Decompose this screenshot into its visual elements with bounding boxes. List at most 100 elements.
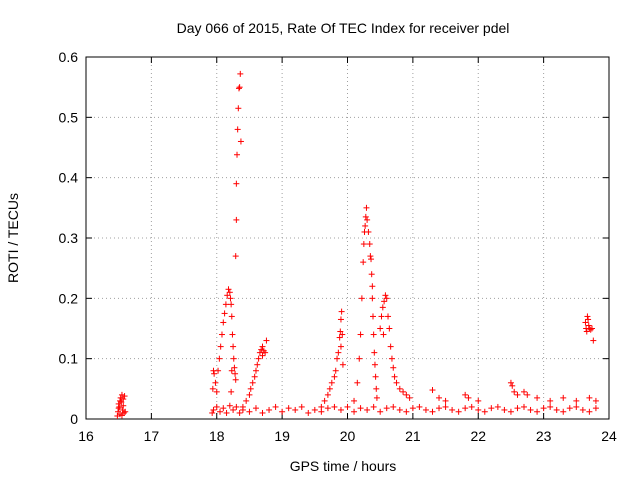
data-point bbox=[382, 292, 389, 299]
x-axis-title: GPS time / hours bbox=[290, 458, 397, 474]
scatter-points bbox=[114, 70, 599, 419]
data-point bbox=[233, 180, 240, 187]
data-point bbox=[582, 319, 589, 326]
data-point bbox=[259, 409, 266, 416]
x-tick-label: 24 bbox=[601, 428, 617, 444]
data-point bbox=[223, 409, 230, 416]
data-point bbox=[585, 322, 592, 329]
data-point bbox=[366, 241, 373, 248]
data-point bbox=[371, 361, 378, 368]
data-point bbox=[335, 349, 342, 356]
data-point bbox=[390, 403, 397, 410]
data-point bbox=[524, 391, 531, 398]
data-point bbox=[116, 403, 123, 410]
data-point bbox=[231, 364, 238, 371]
data-point bbox=[534, 394, 541, 401]
data-point bbox=[235, 85, 242, 92]
data-point bbox=[380, 331, 387, 338]
data-point bbox=[318, 408, 325, 415]
data-point bbox=[229, 331, 236, 338]
data-point bbox=[217, 408, 224, 415]
data-point bbox=[226, 402, 233, 409]
data-point bbox=[468, 403, 475, 410]
data-point bbox=[236, 84, 243, 91]
data-point bbox=[118, 391, 125, 398]
data-point bbox=[534, 408, 541, 415]
data-point bbox=[514, 391, 521, 398]
data-point bbox=[258, 346, 265, 353]
x-tick-label: 22 bbox=[470, 428, 486, 444]
data-point bbox=[232, 370, 239, 377]
data-point bbox=[254, 361, 261, 368]
data-point bbox=[326, 385, 333, 392]
data-point bbox=[363, 204, 370, 211]
data-point bbox=[390, 364, 397, 371]
data-point bbox=[371, 349, 378, 356]
data-point bbox=[527, 406, 534, 413]
x-tick-label: 19 bbox=[274, 428, 290, 444]
data-point bbox=[259, 352, 266, 359]
data-point bbox=[368, 271, 375, 278]
data-point bbox=[488, 405, 495, 412]
data-point bbox=[357, 405, 364, 412]
data-point bbox=[442, 403, 449, 410]
data-point bbox=[263, 337, 270, 344]
data-point bbox=[118, 399, 125, 406]
data-point bbox=[377, 325, 384, 332]
data-point bbox=[234, 126, 241, 133]
data-point bbox=[357, 331, 364, 338]
data-point bbox=[372, 373, 379, 380]
data-point bbox=[211, 370, 218, 377]
data-point bbox=[332, 367, 339, 374]
data-point bbox=[285, 405, 292, 412]
data-point bbox=[560, 408, 567, 415]
x-tick-label: 21 bbox=[405, 428, 421, 444]
data-point bbox=[367, 253, 374, 260]
data-point bbox=[475, 406, 482, 413]
data-point bbox=[228, 388, 235, 395]
data-point bbox=[272, 403, 279, 410]
data-point bbox=[429, 408, 436, 415]
data-point bbox=[252, 367, 259, 374]
data-point bbox=[230, 406, 237, 413]
data-point bbox=[209, 409, 216, 416]
x-tick-label: 18 bbox=[209, 428, 225, 444]
data-point bbox=[338, 308, 345, 315]
data-point bbox=[117, 394, 124, 401]
data-point bbox=[368, 256, 375, 263]
data-point bbox=[573, 397, 580, 404]
data-point bbox=[560, 394, 567, 401]
data-point bbox=[592, 397, 599, 404]
data-point bbox=[475, 397, 482, 404]
data-point bbox=[585, 316, 592, 323]
data-point bbox=[385, 313, 392, 320]
data-point bbox=[122, 408, 129, 415]
data-point bbox=[232, 253, 239, 260]
data-point bbox=[217, 343, 224, 350]
y-tick-label: 0.6 bbox=[59, 49, 79, 65]
data-point bbox=[220, 405, 227, 412]
data-point bbox=[228, 301, 235, 308]
data-point bbox=[403, 391, 410, 398]
data-point bbox=[540, 405, 547, 412]
data-point bbox=[507, 379, 514, 386]
data-point bbox=[590, 337, 597, 344]
data-point bbox=[373, 394, 380, 401]
data-point bbox=[334, 355, 341, 362]
data-point bbox=[378, 313, 385, 320]
data-point bbox=[566, 405, 573, 412]
data-point bbox=[337, 343, 344, 350]
data-point bbox=[442, 397, 449, 404]
data-point bbox=[247, 385, 254, 392]
data-point bbox=[222, 301, 229, 308]
data-point bbox=[328, 379, 335, 386]
data-point bbox=[547, 403, 554, 410]
data-point bbox=[121, 393, 128, 400]
data-point bbox=[237, 138, 244, 145]
data-point bbox=[118, 412, 125, 419]
data-point bbox=[120, 402, 127, 409]
data-point bbox=[553, 406, 560, 413]
data-point bbox=[266, 406, 273, 413]
data-point bbox=[462, 405, 469, 412]
